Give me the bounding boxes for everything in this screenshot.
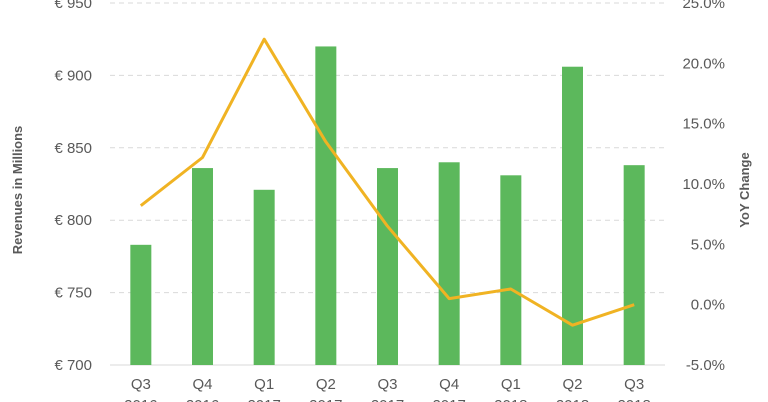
x-tick-label: Q22017 [309,376,342,402]
y-tick-label: € 700 [54,357,92,374]
revenue-bar [315,46,337,365]
x-tick-label: Q12018 [494,376,527,402]
y-tick-label: € 800 [54,212,92,229]
y2-tick-label: 15.0% [682,116,725,133]
y-tick-label: € 950 [54,0,92,12]
x-tick-label: Q42017 [432,376,465,402]
y2-tick-label: 0.0% [691,297,725,314]
y-tick-label: € 850 [54,140,92,157]
x-tick-label: Q42016 [186,376,219,402]
yoy-change-line [139,37,635,327]
x-tick-label: Q32018 [617,376,650,402]
y2-tick-label: 25.0% [682,0,725,12]
y2-tick-label: 20.0% [682,55,725,72]
x-tick-label: Q12017 [247,376,280,402]
revenue-bar [253,189,275,365]
right-axis-title: YoY Change [737,152,752,227]
revenue-bar [130,244,152,365]
x-tick-label: Q22018 [556,376,589,402]
revenue-bars [130,46,645,365]
x-tick-label: Q32017 [371,376,404,402]
left-axis-title: Revenues in Millions [10,126,25,255]
revenue-bar [500,175,522,365]
y2-tick-label: 5.0% [691,236,725,253]
x-axis-ticks: Q32016 Q42016 Q12017 Q22017 Q32017 Q42017 Q120… [124,376,651,402]
revenue-bar [623,165,645,365]
right-axis-ticks: -5.0% 0.0% 5.0% 10.0% 15.0% 20.0% 25.0% [682,0,725,374]
x-tick-label: Q32016 [124,376,157,402]
left-axis-ticks: € 700 € 750 € 800 € 850 € 900 € 950 [54,0,92,374]
revenue-bar [377,168,398,365]
y-tick-label: € 900 [54,67,92,84]
revenue-bar [562,66,583,365]
revenue-bar [192,168,213,365]
y2-tick-label: -5.0% [686,357,725,374]
y-tick-label: € 750 [54,285,92,302]
revenue-bar [438,162,460,365]
y2-tick-label: 10.0% [682,176,725,193]
